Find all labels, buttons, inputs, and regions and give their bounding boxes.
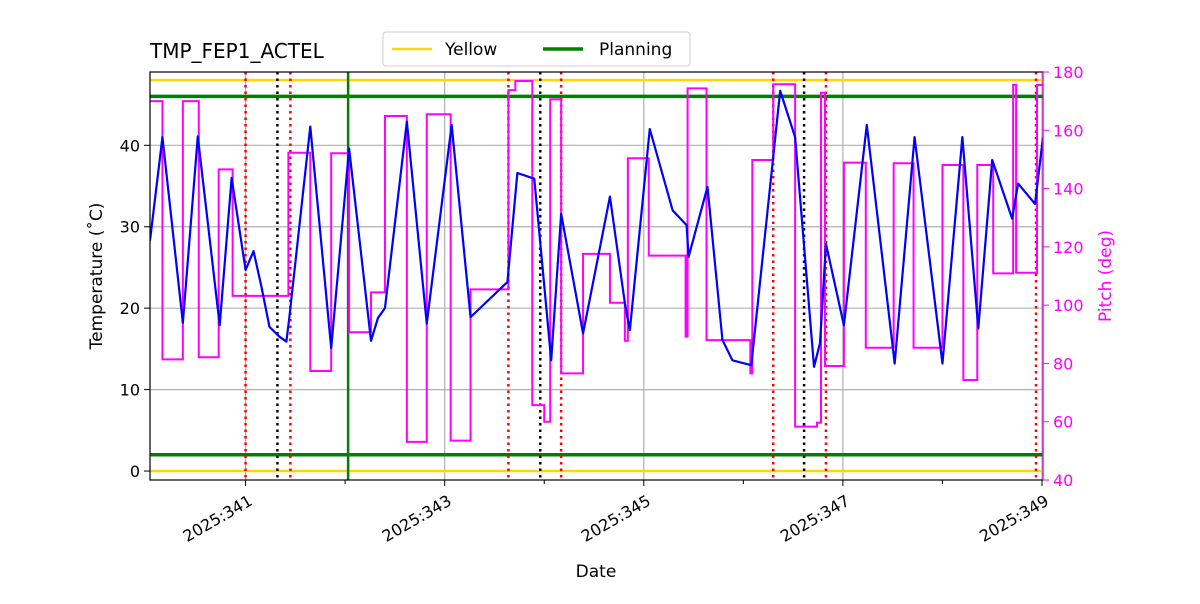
- x-axis-label: Date: [576, 562, 617, 582]
- legend-label-yellow: Yellow: [444, 40, 497, 60]
- legend-label-planning: Planning: [599, 40, 672, 60]
- threshold-lines: [150, 78, 1043, 473]
- chart-title: TMP_FEP1_ACTEL: [149, 39, 325, 63]
- y2-tick-label: 140: [1053, 180, 1084, 199]
- y-tick-label: 0: [130, 462, 140, 481]
- temperature-line: [150, 89, 1043, 368]
- y2-tick-label: 40: [1053, 471, 1073, 490]
- y2-tick-label: 120: [1053, 238, 1084, 257]
- y-tick-label: 40: [120, 136, 140, 155]
- series: [150, 80, 1043, 443]
- y2-tick-label: 60: [1053, 413, 1073, 432]
- y2-tick-label: 80: [1053, 354, 1073, 373]
- plot-area: [150, 72, 1043, 480]
- y-tick-label: 20: [120, 299, 140, 318]
- legend: Yellow Planning: [382, 31, 691, 67]
- y-axis-label: Temperature (˚C): [86, 203, 107, 351]
- pitch-line: [150, 80, 1043, 443]
- legend-box: [382, 31, 691, 67]
- y2-tick-label: 100: [1053, 296, 1084, 315]
- y2-axis-label: Pitch (deg): [1096, 230, 1116, 322]
- y2-tick-label: 160: [1053, 121, 1084, 140]
- y2-tick-label: 180: [1053, 63, 1084, 82]
- y-tick-label: 30: [120, 218, 140, 237]
- y-tick-label: 10: [120, 381, 140, 400]
